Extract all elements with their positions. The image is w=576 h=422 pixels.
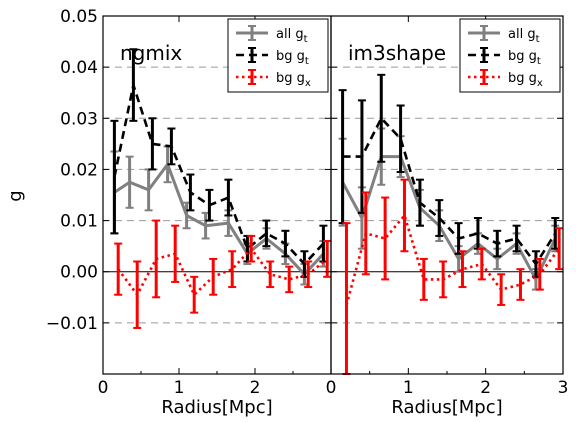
legend-label: bg gt [508, 49, 541, 67]
series-line [345, 214, 561, 306]
series-bg-g-x [114, 219, 332, 329]
panel-right: 0 1 2 3 im3shape Radius[Mpc] all gt bg gt bg gx [326, 15, 569, 418]
y-tick-label: 0.02 [60, 160, 98, 180]
series-bg-g-t [338, 73, 560, 278]
legend-label: all gt [276, 27, 308, 45]
legend-label: bg gx [508, 71, 543, 89]
legend-frame [459, 18, 561, 93]
series-line [113, 162, 325, 276]
x-axis-label: Radius[Mpc] [391, 397, 502, 418]
legend: all gt bg gt bg gx [459, 18, 561, 93]
series-all-g-t [110, 145, 328, 286]
series-line [113, 83, 325, 266]
x-tick-label: 3 [558, 378, 569, 398]
y-axis-label: g [5, 190, 26, 201]
series-bg-g-x [342, 178, 564, 375]
y-tick-label: 0.05 [60, 7, 98, 27]
panel-frame [330, 15, 564, 375]
series-bg-g-t [110, 48, 328, 278]
legend-label-subscript: x [537, 78, 543, 89]
legend-label: bg gt [276, 49, 309, 67]
series-all-g-t [338, 127, 560, 291]
legend: all gt bg gt bg gx [227, 18, 329, 93]
x-tick-label: 2 [480, 378, 491, 398]
y-tick-label: 0.03 [60, 109, 98, 129]
panel-title: ngmix [120, 41, 182, 65]
series-line [341, 155, 557, 281]
y-tick-label: 0.01 [60, 212, 98, 232]
legend-label-subscript: t [537, 56, 541, 67]
y-tick-label: −0.01 [46, 314, 98, 334]
legend-label: all gt [508, 27, 540, 45]
x-tick-label: 0 [326, 378, 337, 398]
series-line [342, 117, 557, 266]
legend-label-subscript: x [305, 78, 311, 89]
y-tick-label: 0.04 [60, 58, 98, 78]
x-tick-label: 0 [98, 378, 109, 398]
legend-frame [227, 18, 329, 93]
x-tick-label: 2 [250, 378, 261, 398]
series-line [117, 247, 329, 297]
panel-title: im3shape [348, 41, 446, 65]
y-tick-label: 0.00 [60, 263, 98, 283]
legend-label-subscript: t [536, 34, 540, 45]
legend-label: bg gx [276, 71, 311, 89]
x-axis-label: Radius[Mpc] [161, 397, 272, 418]
x-tick-label: 1 [174, 378, 185, 398]
legend-label-subscript: t [304, 34, 308, 45]
legend-label-subscript: t [305, 56, 309, 67]
panel-left: 0 1 2 ngmix Radius[Mpc] all gt bg gt bg gx [98, 15, 332, 418]
x-tick-label: 1 [403, 378, 414, 398]
